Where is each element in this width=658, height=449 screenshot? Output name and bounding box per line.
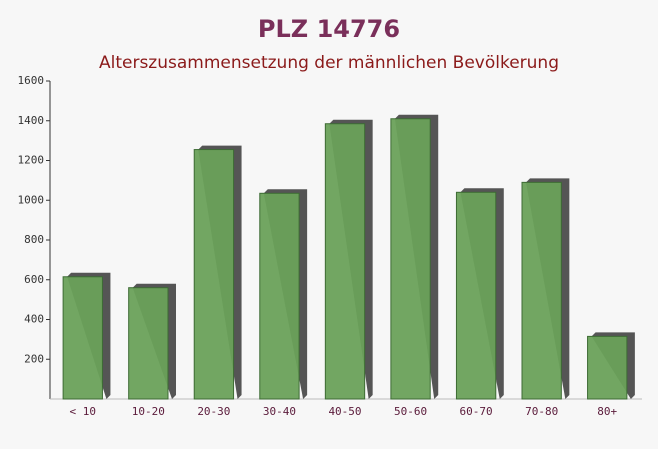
y-tick-label: 800 xyxy=(24,233,44,246)
bar xyxy=(587,335,628,400)
x-tick-label: < 10 xyxy=(70,405,97,418)
bar xyxy=(193,149,235,400)
bar xyxy=(259,192,300,400)
x-tick-label: 10-20 xyxy=(132,405,165,418)
y-tick-label: 1000 xyxy=(18,193,45,206)
x-tick-label: 20-30 xyxy=(197,405,230,418)
x-tick-label: 80+ xyxy=(597,405,617,418)
y-tick-label: 400 xyxy=(24,313,44,326)
x-tick-label: 60-70 xyxy=(460,405,493,418)
y-tick-label: 1400 xyxy=(18,114,45,127)
x-tick-label: 50-60 xyxy=(394,405,427,418)
bar xyxy=(128,287,169,400)
chart-subtitle: Alterszusammensetzung der männlichen Bev… xyxy=(99,53,559,73)
bar xyxy=(390,118,431,400)
bar xyxy=(62,276,103,400)
y-tick-label: 1600 xyxy=(18,74,45,87)
x-tick-label: 30-40 xyxy=(263,405,296,418)
x-tick-label: 70-80 xyxy=(525,405,558,418)
bar xyxy=(521,181,562,400)
bar xyxy=(455,191,497,400)
y-tick-label: 600 xyxy=(24,273,44,286)
bar xyxy=(324,123,366,400)
y-tick-label: 1200 xyxy=(18,154,45,167)
chart-title: PLZ 14776 xyxy=(258,15,400,43)
x-tick-label: 40-50 xyxy=(328,405,361,418)
y-tick-label: 200 xyxy=(24,352,44,365)
